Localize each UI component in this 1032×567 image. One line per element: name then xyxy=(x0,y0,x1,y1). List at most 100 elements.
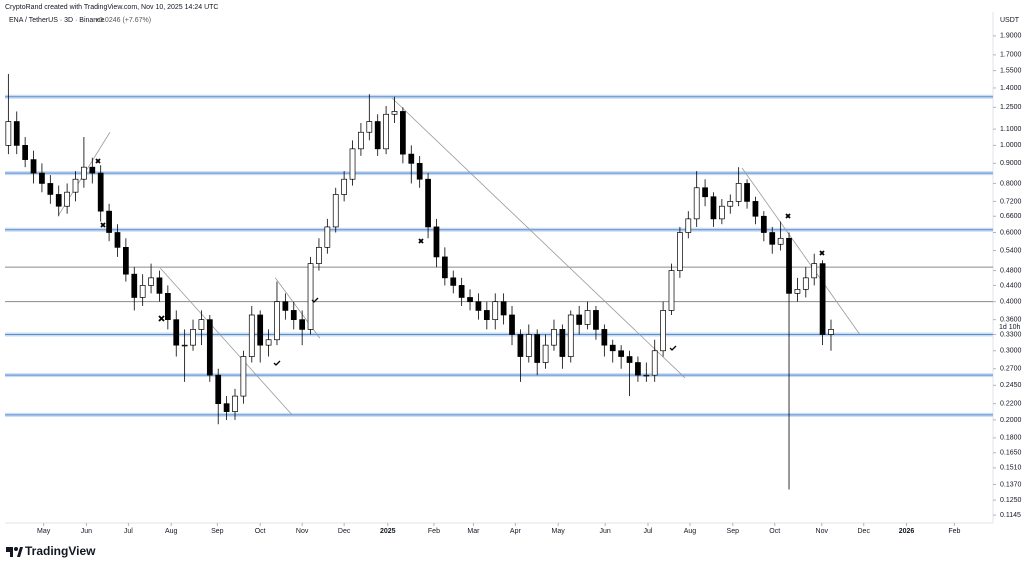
candle-body xyxy=(131,273,138,298)
candle-body xyxy=(492,301,499,321)
y-tick-label: 0.1650 xyxy=(1000,450,1022,457)
candle-body xyxy=(458,285,465,298)
y-tick-label: 0.2700 xyxy=(1000,366,1022,373)
candle-body xyxy=(223,403,230,412)
y-tick-label: 1.5500 xyxy=(1000,67,1022,74)
candle-body xyxy=(433,226,440,258)
candle-body xyxy=(635,362,641,376)
candle-body xyxy=(299,319,306,330)
candle-body xyxy=(752,201,759,217)
candle-body xyxy=(47,183,54,195)
candle-body xyxy=(802,277,809,290)
candle-body xyxy=(408,153,415,164)
candle-body xyxy=(148,277,154,286)
candle-body xyxy=(811,263,818,279)
candle-body xyxy=(366,121,373,133)
y-tick-label: 0.4800 xyxy=(1000,267,1022,274)
candle-body xyxy=(89,166,96,174)
candle-body xyxy=(828,329,834,335)
trendline xyxy=(741,167,860,335)
y-tick-label: 0.3000 xyxy=(1000,348,1022,355)
trendline xyxy=(391,97,686,379)
candle-body xyxy=(525,334,532,357)
x-tick-label: Jun xyxy=(81,528,92,535)
y-tick-label: 0.1370 xyxy=(1000,481,1022,488)
candle-body xyxy=(559,329,566,357)
x-tick-label: May xyxy=(552,528,566,535)
y-tick-label: 0.8000 xyxy=(1000,180,1022,187)
candle-body xyxy=(248,314,255,357)
brand-logo xyxy=(6,547,23,557)
candle-body xyxy=(517,334,524,357)
plot-area xyxy=(5,73,993,490)
candle-body xyxy=(358,131,364,150)
candle-body xyxy=(576,314,583,325)
candle-body xyxy=(769,232,776,245)
candle-body xyxy=(290,310,297,321)
candle-body xyxy=(786,237,792,294)
annotations xyxy=(95,158,825,366)
candle-body xyxy=(593,310,599,330)
y-tick-label: 0.1250 xyxy=(1000,497,1022,504)
logo-shape xyxy=(17,547,23,557)
x-tick-label: 2025 xyxy=(380,528,396,535)
candle-body xyxy=(391,111,398,115)
x-tick-label: Oct xyxy=(769,528,780,535)
candle-body xyxy=(509,314,515,335)
y-tick-label: 0.4400 xyxy=(1000,282,1022,289)
x-marker xyxy=(100,222,106,228)
y-tick-label: 0.1145 xyxy=(1000,512,1021,519)
candle-body xyxy=(173,319,180,346)
candle-body xyxy=(324,226,331,248)
candle-body xyxy=(542,344,549,363)
candle-body xyxy=(483,310,490,321)
candle-body xyxy=(467,297,473,303)
change: +0.0246 (+7.67%) xyxy=(95,17,151,24)
candle-body xyxy=(710,196,717,220)
brand: TradingView xyxy=(25,544,96,558)
symbol: ENA / TetherUS · 3D · Binance xyxy=(9,17,105,24)
candle-body xyxy=(685,218,692,233)
check-marker xyxy=(311,297,319,303)
y-tick-label: 1.9000 xyxy=(1000,33,1022,40)
candle-body xyxy=(206,319,213,376)
x-marker xyxy=(95,158,101,164)
candle-body xyxy=(341,178,347,195)
candle-body xyxy=(601,329,608,346)
candle-body xyxy=(668,270,675,311)
candle-body xyxy=(22,145,29,160)
candle-body xyxy=(13,121,20,146)
candle-body xyxy=(114,232,121,248)
candle-body xyxy=(106,210,112,233)
x-tick-label: Nov xyxy=(816,528,829,535)
candle-body xyxy=(257,314,264,346)
y-tick-label: 0.6600 xyxy=(1000,213,1022,220)
candle-body xyxy=(441,256,448,279)
candle-body xyxy=(265,339,272,346)
x-tick-label: Feb xyxy=(428,528,440,535)
candle-body xyxy=(274,301,280,341)
candle-body xyxy=(374,121,381,150)
x-tick-label: May xyxy=(37,528,51,535)
y-tick-label: 0.7200 xyxy=(1000,198,1022,205)
logo-shape xyxy=(10,547,13,557)
x-tick-label: Jun xyxy=(600,528,611,535)
x-tick-label: Mar xyxy=(467,528,480,535)
candle-body xyxy=(534,334,541,363)
x-marker xyxy=(418,238,424,244)
countdown: 1d 10h xyxy=(999,324,1021,331)
x-tick-label: Sep xyxy=(211,528,224,535)
logo-shape xyxy=(6,547,13,552)
x-tick-label: Apr xyxy=(510,528,522,535)
x-tick-label: Sep xyxy=(727,528,740,535)
candle-body xyxy=(383,113,389,150)
candle-body xyxy=(718,205,725,220)
credit: CryptoRand created with TradingView.com,… xyxy=(5,4,218,11)
candle-body xyxy=(475,301,482,311)
candle-body xyxy=(97,172,104,212)
candle-body xyxy=(702,187,708,198)
x-tick-label: Aug xyxy=(165,528,178,535)
x-tick-label: Jul xyxy=(124,528,133,535)
candle-body xyxy=(450,277,457,286)
candle-body xyxy=(5,121,12,146)
